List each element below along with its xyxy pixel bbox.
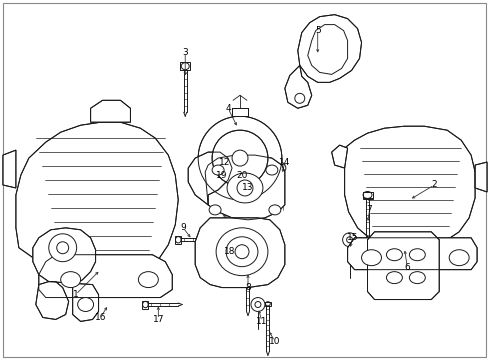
Ellipse shape (232, 150, 247, 166)
Ellipse shape (138, 272, 158, 288)
Text: 7: 7 (366, 206, 372, 215)
Ellipse shape (226, 173, 263, 203)
Polygon shape (36, 282, 68, 319)
Ellipse shape (57, 242, 68, 254)
Ellipse shape (212, 130, 267, 186)
Polygon shape (474, 162, 486, 192)
Text: 10: 10 (268, 337, 280, 346)
Ellipse shape (361, 250, 381, 266)
Bar (222, 185, 227, 189)
Ellipse shape (448, 250, 468, 266)
Polygon shape (285, 66, 311, 108)
Bar (247, 178, 255, 184)
Bar (240, 183, 251, 193)
Bar (142, 301, 148, 309)
Text: 5: 5 (314, 26, 320, 35)
Polygon shape (347, 238, 476, 270)
Text: 4: 4 (225, 104, 230, 113)
Polygon shape (39, 255, 172, 298)
Polygon shape (33, 228, 99, 321)
Ellipse shape (294, 93, 304, 103)
Bar (362, 192, 372, 199)
Bar (244, 268, 251, 274)
Ellipse shape (237, 180, 252, 196)
Ellipse shape (212, 165, 224, 175)
Ellipse shape (265, 165, 277, 175)
Polygon shape (205, 155, 285, 220)
Ellipse shape (408, 249, 425, 261)
Polygon shape (367, 232, 438, 300)
Polygon shape (344, 126, 474, 250)
Polygon shape (3, 150, 16, 188)
Text: 18: 18 (224, 247, 235, 256)
Text: 12: 12 (219, 158, 230, 167)
Ellipse shape (49, 234, 77, 262)
Ellipse shape (386, 249, 402, 261)
Text: 16: 16 (95, 313, 106, 322)
Bar (180, 62, 190, 70)
Polygon shape (195, 218, 285, 288)
Text: 8: 8 (244, 283, 250, 292)
Ellipse shape (346, 237, 352, 243)
Text: 3: 3 (182, 48, 188, 57)
Ellipse shape (276, 165, 282, 171)
Ellipse shape (254, 302, 261, 307)
Ellipse shape (209, 205, 221, 215)
Ellipse shape (408, 272, 425, 284)
Polygon shape (16, 122, 178, 280)
Ellipse shape (198, 116, 281, 200)
Polygon shape (224, 168, 236, 176)
Bar (264, 302, 270, 306)
Ellipse shape (342, 233, 356, 247)
Polygon shape (90, 100, 130, 122)
Polygon shape (220, 177, 229, 183)
Polygon shape (331, 145, 347, 168)
Ellipse shape (225, 237, 258, 267)
Polygon shape (297, 15, 361, 82)
Ellipse shape (235, 245, 248, 259)
Ellipse shape (250, 298, 264, 311)
Text: 17: 17 (152, 315, 164, 324)
Text: 9: 9 (180, 223, 186, 232)
Bar (175, 236, 181, 244)
Ellipse shape (61, 272, 81, 288)
Text: 19: 19 (216, 171, 227, 180)
Ellipse shape (78, 298, 93, 311)
Ellipse shape (216, 228, 267, 276)
Text: 6: 6 (404, 263, 409, 272)
Polygon shape (188, 152, 232, 205)
Text: 13: 13 (242, 184, 253, 193)
Polygon shape (362, 192, 372, 198)
Ellipse shape (268, 205, 280, 215)
Text: 1: 1 (73, 290, 79, 299)
Text: 15: 15 (346, 233, 358, 242)
Text: 11: 11 (256, 317, 267, 326)
Polygon shape (232, 108, 247, 116)
Ellipse shape (386, 272, 402, 284)
Text: 2: 2 (430, 180, 436, 189)
Text: 14: 14 (279, 158, 290, 167)
Ellipse shape (273, 162, 285, 174)
Text: 20: 20 (236, 171, 247, 180)
